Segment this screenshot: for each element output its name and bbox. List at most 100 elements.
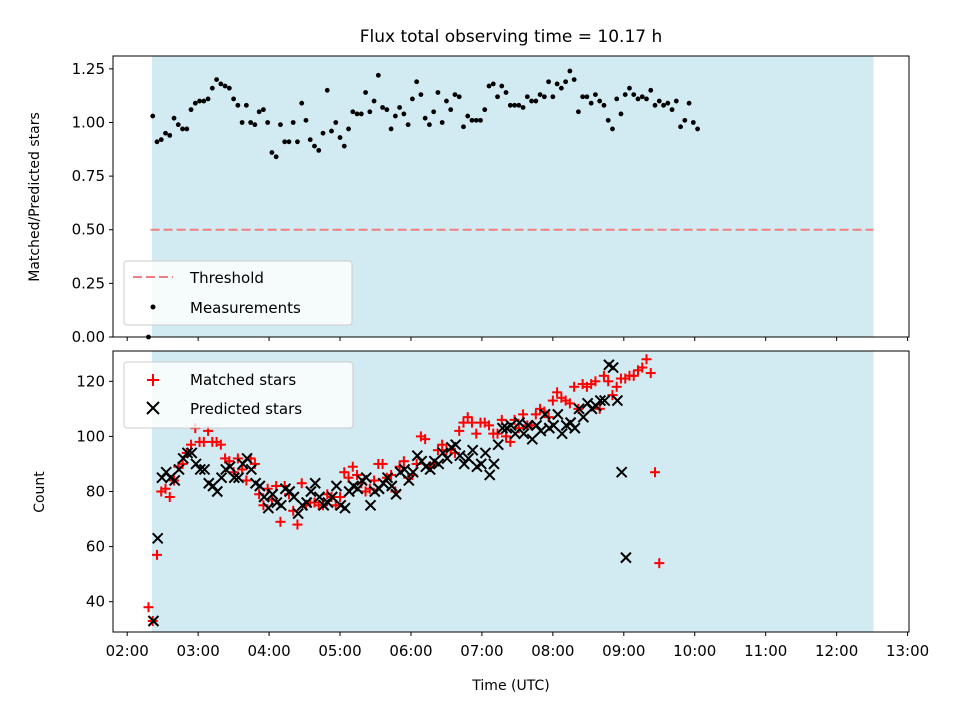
matched-star-point <box>628 370 639 381</box>
measurement-point <box>593 92 598 98</box>
measurement-point <box>524 94 530 100</box>
measurement-point <box>307 137 313 143</box>
predicted-star-point <box>620 551 632 564</box>
measurement-point <box>678 124 683 130</box>
predicted-star-point <box>305 485 317 498</box>
y-tick-label: 40 <box>86 593 105 611</box>
matched-star-point <box>603 376 614 387</box>
measurement-point <box>371 98 377 104</box>
measurement-point <box>661 102 666 108</box>
count-y-ticks: 40 60 80 100 120 <box>76 372 113 611</box>
measurement-point <box>333 120 339 125</box>
x-tick-label: 02:00 <box>106 642 149 660</box>
predicted-star-point <box>432 458 445 470</box>
predicted-star-point <box>607 361 619 374</box>
x-tick-label: 08:00 <box>531 642 574 660</box>
predicted-star-point <box>300 496 313 509</box>
count-legend-box <box>123 361 354 429</box>
predicted-star-point <box>552 408 564 421</box>
predicted-star-point <box>309 477 321 489</box>
measurement-point <box>409 96 415 102</box>
measurement-point <box>554 81 560 87</box>
measurement-point <box>610 126 615 132</box>
measurement-point <box>167 132 173 138</box>
measurement-point <box>563 79 569 85</box>
measurement-point <box>261 107 266 113</box>
measurement-point <box>690 120 696 125</box>
y-tick-label: 100 <box>76 427 105 445</box>
count-legend: Matched stars Predicted stars <box>123 361 354 429</box>
x-tick-label: 07:00 <box>460 642 503 660</box>
matched-star-point <box>569 381 580 392</box>
predicted-star-point <box>492 438 504 451</box>
measurement-point <box>341 143 347 149</box>
measurement-point <box>537 92 543 98</box>
measurement-point <box>226 85 232 91</box>
measurement-point <box>682 117 688 123</box>
matched-star-point <box>530 409 541 420</box>
predicted-star-point <box>466 444 479 456</box>
predicted-star-point <box>198 463 211 476</box>
ratio-legend: Threshold Measurements <box>123 260 353 326</box>
matched-star-point <box>645 368 656 379</box>
matched-star-point <box>420 434 431 445</box>
measurement-point <box>214 77 219 82</box>
matched-star-point <box>650 467 661 478</box>
measurement-point <box>580 94 586 100</box>
measurement-point <box>473 117 479 123</box>
ratio-y-ticks: 0.00 0.25 0.50 0.75 1.00 1.25 <box>72 60 113 346</box>
predicted-star-point <box>577 411 590 423</box>
measurement-point <box>316 147 322 153</box>
matched-star-point <box>471 428 482 439</box>
predicted-star-point <box>513 416 526 429</box>
matched-star-point <box>296 478 307 489</box>
measurement-point <box>150 113 156 119</box>
measurement-point <box>482 107 488 113</box>
matched-star-point <box>484 420 495 431</box>
measurement-point <box>520 105 526 110</box>
measurement-point <box>401 111 407 117</box>
predicted-star-point <box>611 394 624 407</box>
matched-star-point <box>160 483 171 494</box>
measurement-point <box>422 115 428 121</box>
predicted-star-point <box>598 394 611 407</box>
matched-star-point <box>454 425 465 436</box>
predicted-star-point <box>326 491 338 503</box>
matched-star-point <box>215 439 226 450</box>
measurement-point <box>618 111 624 117</box>
x-tick-label: 11:00 <box>744 642 787 660</box>
x-tick-label: 05:00 <box>318 642 361 660</box>
x-tick-label: 09:00 <box>602 642 645 660</box>
y-tick-label: 0.00 <box>72 328 105 346</box>
measurement-point <box>627 85 632 91</box>
predicted-star-point <box>509 427 521 440</box>
x-tick-label: 03:00 <box>177 642 220 660</box>
predicted-star-point <box>454 449 466 462</box>
measurement-point <box>431 109 437 115</box>
measurement-point <box>188 107 194 113</box>
measurement-point <box>635 96 641 102</box>
measurement-point <box>320 130 326 136</box>
ratio-x-ticks <box>126 337 909 341</box>
predicted-star-point <box>441 452 453 465</box>
measurement-point <box>256 109 262 115</box>
y-tick-label: 60 <box>86 538 105 556</box>
measurement-point <box>452 92 458 98</box>
measurement-point <box>597 98 603 104</box>
measurement-point <box>571 77 577 82</box>
measurement-point <box>405 122 411 128</box>
predicted-star-point <box>390 488 402 500</box>
matched-star-point <box>292 519 303 530</box>
matched-star-point <box>564 398 575 409</box>
measurement-point <box>363 90 368 95</box>
measurement-point <box>516 102 522 108</box>
measurement-point <box>265 120 271 125</box>
measurement-point <box>695 126 700 132</box>
measurement-point <box>567 68 573 74</box>
matched-star-point <box>547 395 558 406</box>
predicted-star-point <box>496 422 509 434</box>
measurement-point <box>444 98 449 104</box>
measurement-point <box>469 117 475 123</box>
measurement-point <box>337 135 343 140</box>
matched-star-point <box>377 458 388 469</box>
